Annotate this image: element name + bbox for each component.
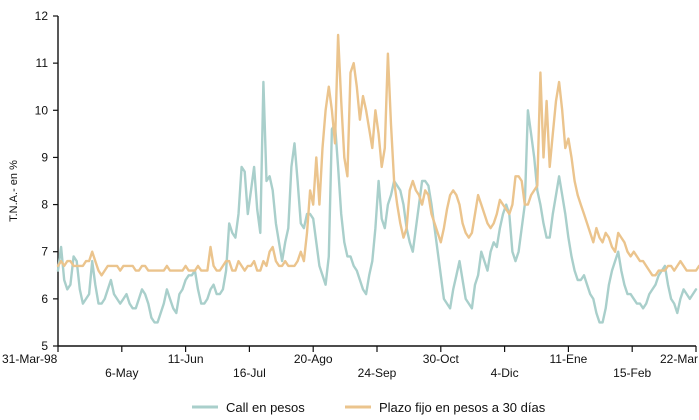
legend-label: Plazo fijo en pesos a 30 días [379, 400, 546, 415]
x-tick-label: 11-Ene [549, 352, 587, 366]
y-tick-label: 8 [41, 198, 48, 212]
x-tick-label: 16-Jul [233, 366, 266, 380]
axes: T.N.A.- en % [8, 16, 696, 347]
ticks: 5 6 7 8 9 10 11 12 31-Mar-98 6-May 11-Jun 16-Jul 20-… [2, 9, 698, 380]
x-tick-label: 6-May [105, 366, 138, 380]
y-tick-label: 6 [41, 292, 48, 306]
x-tick-label: 24-Sep [358, 366, 397, 380]
x-tick-label: 31-Mar-98 [2, 352, 58, 366]
x-tick-label: 11-Jun [168, 352, 204, 366]
y-tick-label: 7 [41, 245, 48, 259]
series-line-call [56, 80, 698, 324]
y-tick-label: 12 [35, 9, 49, 23]
x-tick-label: 4-Dic [491, 366, 519, 380]
y-tick-label: 5 [41, 339, 48, 353]
x-tick-label: 15-Feb [613, 366, 651, 380]
series-line-plazo-fijo [56, 33, 699, 277]
y-axis-title: T.N.A.- en % [8, 160, 20, 222]
x-tick-label: 20-Ago [294, 352, 333, 366]
y-tick-label: 11 [36, 56, 49, 70]
series-lines [56, 33, 699, 324]
legend: Call en pesos Plazo fijo en pesos a 30 dí… [192, 400, 546, 415]
y-tick-label: 9 [41, 150, 48, 164]
y-tick-label: 10 [35, 103, 49, 117]
legend-label: Call en pesos [226, 400, 305, 415]
x-tick-label: 30-Oct [423, 352, 460, 366]
x-tick-label: 22-Mar [660, 352, 698, 366]
